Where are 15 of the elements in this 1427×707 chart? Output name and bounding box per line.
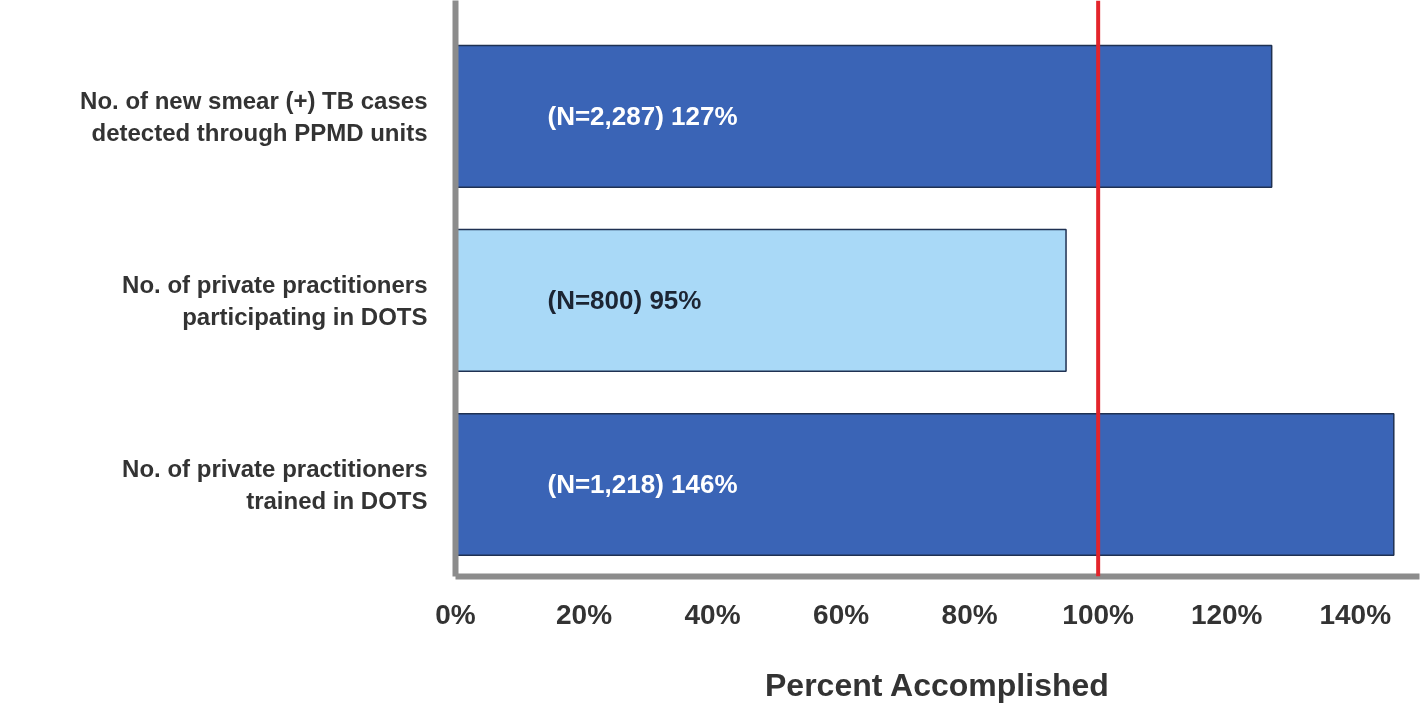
y-tick-label: No. of private practitioners participating in DOTS [122, 270, 428, 331]
y-tick-label: No. of new smear (+) TB cases detected through PPMD units [80, 86, 428, 147]
x-tick-label: 100% [1062, 598, 1135, 630]
y-tick-label: No. of private practitioners trained in DOTS [122, 454, 428, 515]
x-axis-title: Percent Accomplished [765, 666, 1109, 703]
x-tick-label: 120% [1190, 598, 1263, 630]
x-tick-label: 20% [556, 598, 613, 630]
x-tick-label: 60% [813, 598, 870, 630]
data-label: (N=1,218) 146% [547, 469, 738, 500]
x-tick-label: 140% [1319, 598, 1392, 630]
x-tick-label: 0% [435, 598, 476, 630]
data-label: (N=2,287) 127% [547, 101, 738, 132]
x-tick-label: 40% [684, 598, 741, 630]
data-label: (N=800) 95% [547, 285, 702, 316]
x-tick-label: 80% [941, 598, 998, 630]
